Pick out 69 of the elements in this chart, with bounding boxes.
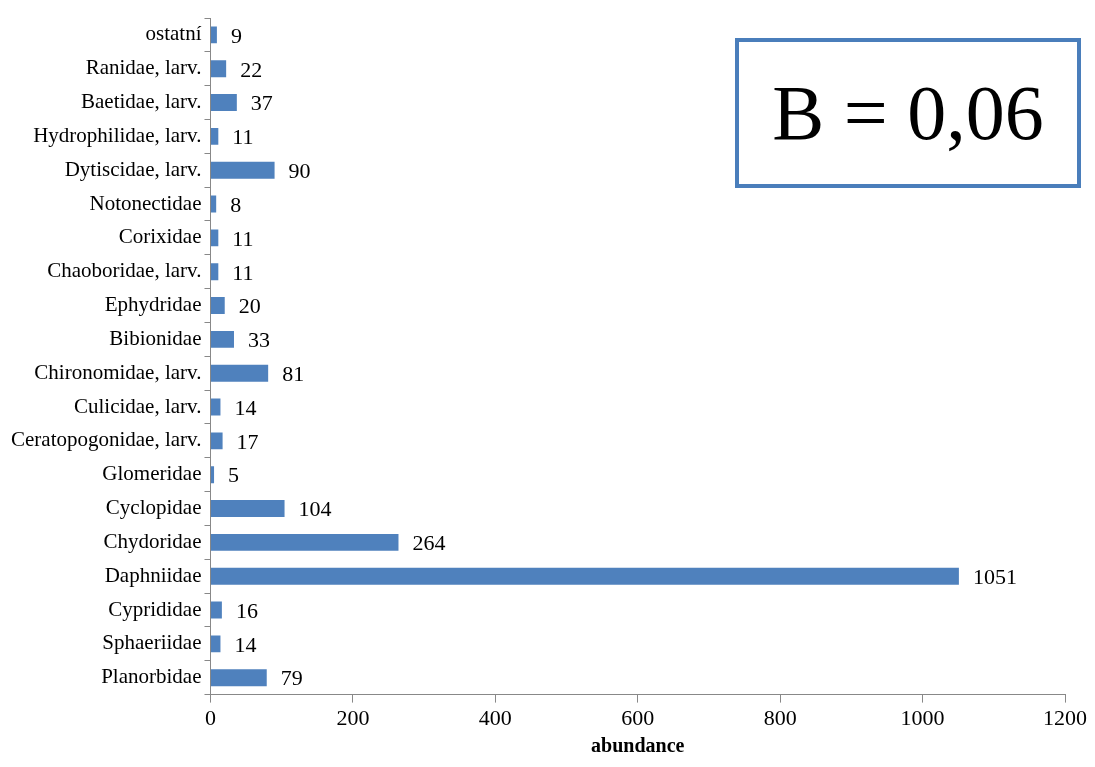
x-axis-title: abundance — [591, 734, 685, 757]
data-label: 1051 — [972, 563, 1017, 589]
y-tick-label: Cyclopidae — [105, 495, 202, 520]
bar — [210, 466, 215, 484]
data-label: 14 — [234, 394, 257, 420]
bar — [210, 432, 223, 450]
data-label: 11 — [232, 225, 254, 251]
bar — [210, 500, 285, 517]
y-tick-label: Bibionidae — [109, 325, 202, 350]
y-tick-label: Ceratopogonidae, larv. — [10, 427, 202, 452]
data-label: 11 — [232, 124, 254, 150]
x-tick-label: 400 — [478, 704, 512, 730]
data-label: 37 — [250, 90, 273, 116]
y-tick-label: Chaoboridae, larv. — [47, 258, 202, 283]
bar — [210, 533, 399, 551]
bar — [210, 195, 217, 213]
bar — [210, 398, 221, 416]
bar — [210, 229, 219, 247]
data-label: 104 — [298, 496, 332, 522]
y-tick-label: Culicidae, larv. — [73, 393, 202, 418]
y-tick-label: Dytiscidae, larv. — [64, 156, 202, 181]
data-label: 11 — [232, 259, 254, 285]
bar — [210, 263, 219, 281]
data-label: 79 — [280, 665, 303, 691]
bar — [210, 94, 237, 112]
y-tick-label: Glomeridae — [102, 461, 202, 486]
x-tick-label: 1200 — [1043, 704, 1087, 730]
bar — [210, 330, 234, 348]
y-tick-label: Corixidae — [118, 224, 202, 249]
bar — [210, 161, 275, 179]
data-label: 14 — [234, 631, 257, 657]
y-tick-label: Hydrophilidae, larv. — [33, 122, 202, 147]
y-tick-label: ostatní — [145, 21, 202, 46]
bar — [210, 567, 959, 585]
bar — [210, 669, 267, 687]
x-tick-label: 200 — [336, 704, 370, 730]
data-label: 9 — [230, 22, 242, 48]
x-tick-label: 0 — [204, 704, 216, 730]
bar — [210, 26, 217, 44]
x-tick-label: 1000 — [900, 704, 945, 730]
bar — [210, 297, 225, 315]
y-tick-label: Notonectidae — [89, 190, 202, 215]
y-tick-label: Planorbidae — [101, 664, 202, 689]
data-label: 16 — [235, 597, 258, 623]
y-tick-label: Ranidae, larv. — [85, 55, 202, 80]
data-label: 20 — [238, 293, 261, 319]
y-tick-label: Baetidae, larv. — [80, 89, 202, 114]
data-label: 90 — [288, 158, 311, 184]
y-tick-label: Cyprididae — [108, 596, 202, 621]
data-label: 5 — [228, 462, 240, 488]
bar — [210, 127, 219, 145]
bar — [210, 601, 222, 619]
y-tick-label: Chydoridae — [103, 528, 202, 553]
y-tick-label: Daphniidae — [104, 562, 202, 587]
y-tick-label: Chironomidae, larv. — [34, 359, 202, 384]
y-tick-label: Sphaeriidae — [102, 630, 202, 655]
x-tick-label: 600 — [621, 704, 655, 730]
data-label: 81 — [282, 361, 305, 386]
annotation: B = 0,06 — [735, 38, 1081, 188]
data-label: 33 — [247, 327, 270, 353]
x-tick-label: 800 — [763, 704, 797, 730]
y-tick-label: Ephydridae — [104, 292, 202, 317]
bar — [210, 60, 227, 78]
data-label: 8 — [230, 191, 242, 217]
data-label: 264 — [412, 530, 446, 556]
bar — [210, 635, 221, 653]
data-label: 22 — [240, 56, 263, 82]
data-label: 17 — [236, 428, 259, 454]
bar — [210, 364, 269, 382]
